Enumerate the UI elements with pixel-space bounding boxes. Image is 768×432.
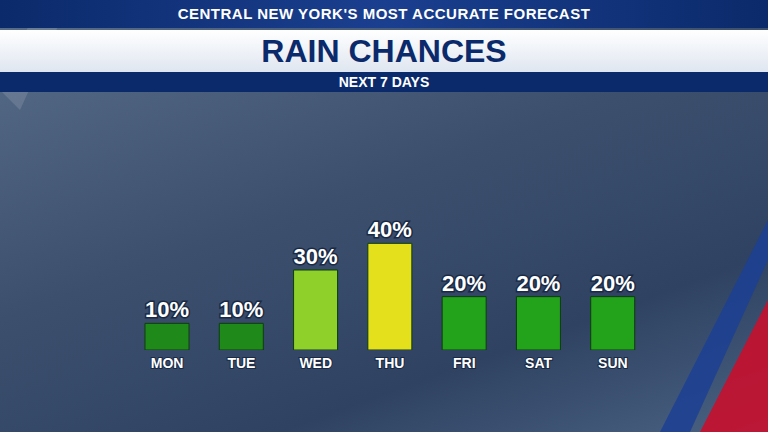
- svg-text:30%: 30%: [294, 244, 338, 269]
- html-text:NEXT 7 DAYS: NEXT 7 DAYS: [338, 74, 430, 90]
- svg-text:MON: MON: [151, 355, 184, 371]
- svg-text:20%: 20%: [442, 271, 486, 296]
- svg-text:THU: THU: [376, 355, 405, 371]
- svg-text:TUE: TUE: [227, 355, 255, 371]
- svg-text:10%: 10%: [219, 297, 263, 322]
- html-text:RAIN CHANCES: RAIN CHANCES: [261, 33, 507, 69]
- svg-text:SUN: SUN: [598, 355, 628, 371]
- svg-text:20%: 20%: [591, 271, 635, 296]
- svg-text:40%: 40%: [368, 217, 412, 242]
- svg-text:20%: 20%: [516, 271, 560, 296]
- svg-text:FRI: FRI: [453, 355, 476, 371]
- svg-text:SAT: SAT: [525, 355, 552, 371]
- svg-text:10%: 10%: [145, 297, 189, 322]
- svg-text:WED: WED: [299, 355, 332, 371]
- html-text:CENTRAL NEW YORK'S MOST ACCURA: CENTRAL NEW YORK'S MOST ACCURATE FORECAS…: [177, 5, 591, 22]
